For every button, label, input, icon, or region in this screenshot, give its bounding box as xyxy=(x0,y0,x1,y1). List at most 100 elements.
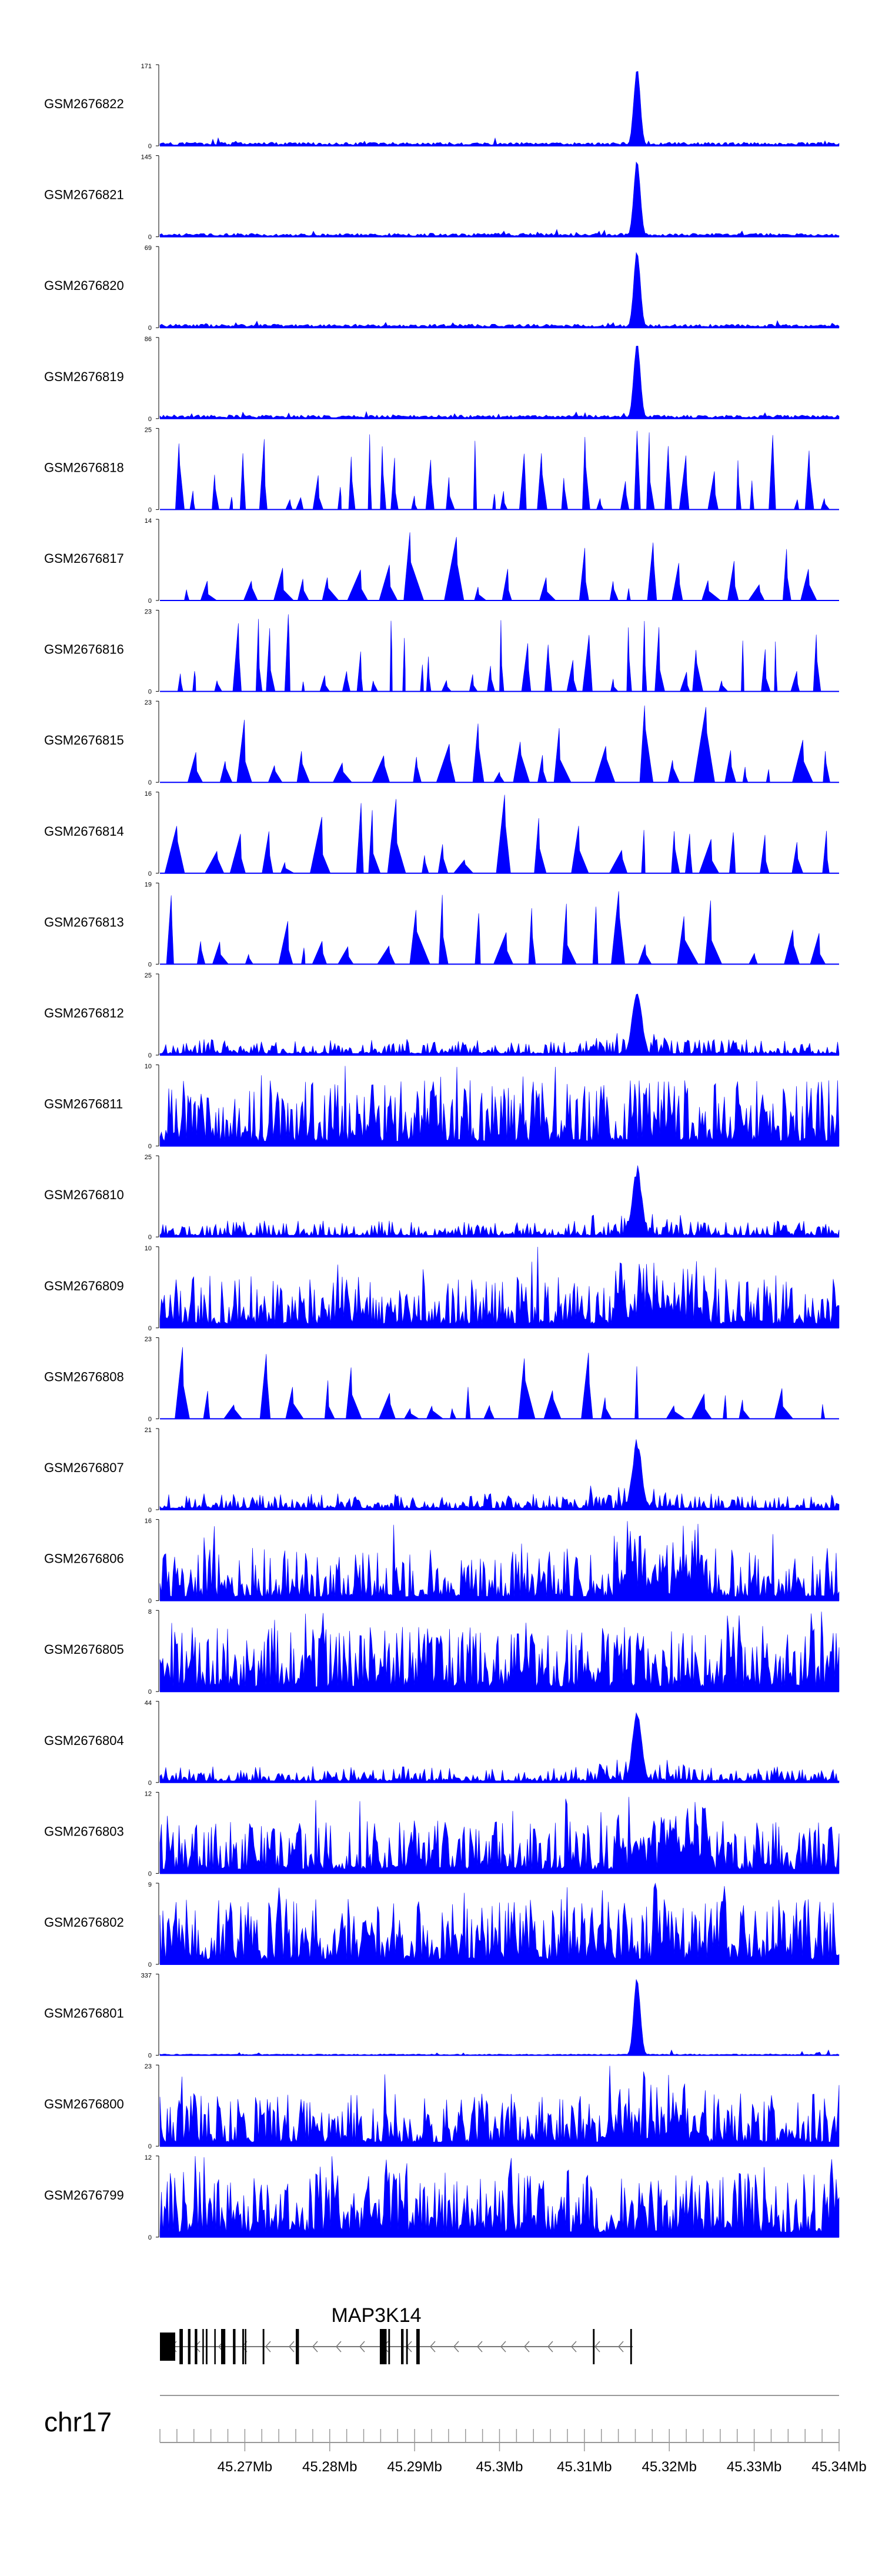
gene-exon xyxy=(233,2329,236,2364)
track-label: GSM2676799 xyxy=(44,2188,124,2203)
track-GSM2676804: GSM2676804 44 0 xyxy=(44,1700,840,1787)
strand-arrow xyxy=(359,2341,365,2353)
track-ymax-label: 337 xyxy=(141,1973,152,1980)
track-ymax-label: 23 xyxy=(145,2063,152,2070)
track-label: GSM2676808 xyxy=(44,1369,124,1384)
track-ymax-label: 12 xyxy=(145,1790,152,1797)
coverage-area xyxy=(160,891,839,965)
track-ymax-label: 9 xyxy=(148,1881,152,1888)
track-ymax-label: 23 xyxy=(145,609,152,616)
gene-exon xyxy=(214,2329,216,2364)
gene-exon xyxy=(245,2329,246,2364)
track-ymax-label: 12 xyxy=(145,2154,152,2161)
coverage-area xyxy=(160,431,839,510)
track-GSM2676807: GSM2676807 21 0 xyxy=(44,1427,840,1514)
x-tick-label: 45.31Mb xyxy=(557,2459,612,2475)
track-ymax-label: 16 xyxy=(145,790,152,798)
track-GSM2676801: GSM2676801 337 0 xyxy=(44,1973,840,2060)
track-GSM2676808: GSM2676808 23 0 xyxy=(44,1336,839,1423)
track-ymax-label: 21 xyxy=(145,1427,152,1434)
coverage-area xyxy=(159,1883,840,1965)
coverage-area xyxy=(159,1439,840,1510)
track-GSM2676803: GSM2676803 12 0 xyxy=(44,1790,840,1877)
track-GSM2676821: GSM2676821 145 0 xyxy=(44,154,840,241)
track-GSM2676799: GSM2676799 12 0 xyxy=(44,2154,840,2241)
track-GSM2676809: GSM2676809 10 0 xyxy=(44,1245,840,1332)
x-tick-label: 45.28Mb xyxy=(302,2459,357,2475)
strand-arrow xyxy=(500,2341,506,2353)
strand-arrow xyxy=(312,2341,318,2353)
track-label: GSM2676814 xyxy=(44,824,124,839)
track-ymax-label: 14 xyxy=(145,518,152,525)
track-ymin-label: 0 xyxy=(148,2234,152,2241)
gene-exon xyxy=(630,2329,632,2364)
track-ymax-label: 25 xyxy=(145,972,152,979)
track-ymin-label: 0 xyxy=(148,1780,152,1787)
gene-exon xyxy=(593,2329,595,2364)
track-ymin-label: 0 xyxy=(148,689,152,696)
x-tick-label: 45.27Mb xyxy=(218,2459,272,2475)
coverage-area xyxy=(159,1165,840,1237)
track-label: GSM2676816 xyxy=(44,642,124,657)
strand-arrow xyxy=(335,2341,342,2353)
track-ymin-label: 0 xyxy=(148,598,152,605)
track-GSM2676811: GSM2676811 10 0 xyxy=(44,1063,840,1150)
gene-exon xyxy=(297,2329,299,2364)
track-GSM2676806: GSM2676806 16 0 xyxy=(44,1518,840,1605)
track-label: GSM2676821 xyxy=(44,188,124,202)
gene-exon xyxy=(242,2329,244,2364)
track-GSM2676812: GSM2676812 25 0 xyxy=(44,972,840,1059)
track-GSM2676802: GSM2676802 9 0 xyxy=(44,1881,840,1968)
track-label: GSM2676809 xyxy=(44,1279,124,1293)
coverage-area xyxy=(160,1347,839,1419)
x-tick-label: 45.3Mb xyxy=(476,2459,523,2475)
coverage-area xyxy=(160,532,839,601)
track-ymin-label: 0 xyxy=(148,416,152,423)
gene-annotation-track: MAP3K14 xyxy=(160,2304,633,2364)
x-tick-label: 45.33Mb xyxy=(727,2459,781,2475)
coverage-area xyxy=(159,2155,840,2238)
track-label: GSM2676812 xyxy=(44,1006,124,1020)
coverage-area xyxy=(159,345,840,419)
track-ymax-label: 8 xyxy=(148,1609,152,1616)
track-ymin-label: 0 xyxy=(148,325,152,332)
track-label: GSM2676817 xyxy=(44,551,124,566)
coverage-area xyxy=(159,2066,840,2147)
x-tick-label: 45.32Mb xyxy=(642,2459,697,2475)
gene-exon xyxy=(401,2329,404,2364)
track-ymin-label: 0 xyxy=(148,143,152,150)
x-tick-label: 45.29Mb xyxy=(387,2459,442,2475)
coverage-tracks: GSM2676822 171 0 GSM2676821 145 0 GSM2676820 69… xyxy=(44,63,840,2241)
track-label: GSM2676810 xyxy=(44,1187,124,1202)
coverage-area xyxy=(159,71,840,146)
coverage-area xyxy=(159,1797,840,1874)
track-label: GSM2676815 xyxy=(44,733,124,748)
track-ymin-label: 0 xyxy=(148,1870,152,1877)
gene-exon xyxy=(205,2329,208,2364)
gene-exon xyxy=(296,2329,298,2364)
track-ymax-label: 23 xyxy=(145,699,152,706)
strand-arrow xyxy=(453,2341,459,2353)
track-ymin-label: 0 xyxy=(148,1416,152,1423)
track-label: GSM2676804 xyxy=(44,1733,124,1748)
track-label: GSM2676811 xyxy=(44,1097,123,1112)
track-label: GSM2676802 xyxy=(44,1915,124,1930)
gene-exon xyxy=(188,2329,191,2364)
track-label: GSM2676803 xyxy=(44,1824,124,1838)
gene-exon xyxy=(160,2333,175,2361)
strand-arrow xyxy=(476,2341,483,2353)
track-GSM2676818: GSM2676818 25 0 xyxy=(44,426,839,513)
track-ymax-label: 10 xyxy=(145,1245,152,1252)
strand-arrow xyxy=(594,2341,600,2353)
track-label: GSM2676820 xyxy=(44,278,124,293)
track-GSM2676800: GSM2676800 23 0 xyxy=(44,2063,840,2150)
strand-arrow xyxy=(617,2341,624,2353)
track-label: GSM2676801 xyxy=(44,2006,124,2021)
track-ymin-label: 0 xyxy=(148,1052,152,1059)
strand-arrow xyxy=(523,2341,530,2353)
x-tick-label: 45.34Mb xyxy=(811,2459,866,2475)
track-ymin-label: 0 xyxy=(148,870,152,877)
coverage-area xyxy=(159,252,840,328)
gene-exon xyxy=(179,2329,183,2364)
strand-arrow xyxy=(288,2341,295,2353)
